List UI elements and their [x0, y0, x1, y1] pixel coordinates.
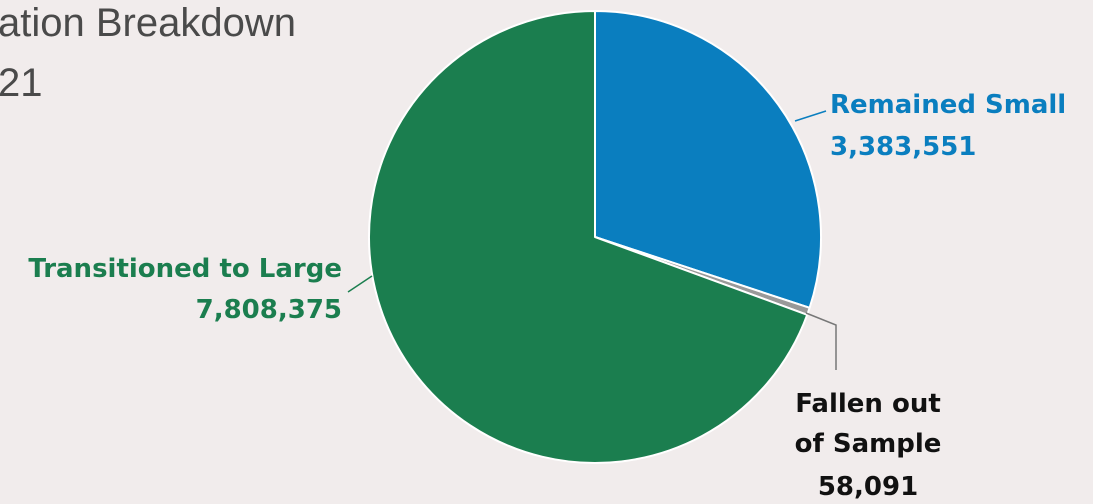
label-remained-small: Remained Small — [830, 90, 1066, 120]
chart-title-line-1: ation Breakdown — [0, 1, 296, 45]
value-transitioned-to-large: 7,808,375 — [196, 295, 342, 325]
chart-title-line-2: 21 — [0, 61, 43, 105]
value-remained-small: 3,383,551 — [830, 132, 976, 162]
leader-line-remained-small — [794, 110, 827, 122]
label-transitioned-to-large: Transitioned to Large — [28, 254, 342, 284]
leader-line-transitioned — [347, 275, 373, 293]
pie-slice-transitioned-to-large — [368, 10, 809, 464]
label-fallen-out-line-2: of Sample — [795, 429, 942, 459]
value-fallen-out: 58,091 — [818, 472, 918, 502]
pie-slices — [368, 10, 822, 464]
label-fallen-out-line-1: Fallen out — [795, 389, 941, 419]
leader-line-fallen-out — [805, 312, 837, 370]
pie-slice-remained-small — [594, 10, 822, 309]
